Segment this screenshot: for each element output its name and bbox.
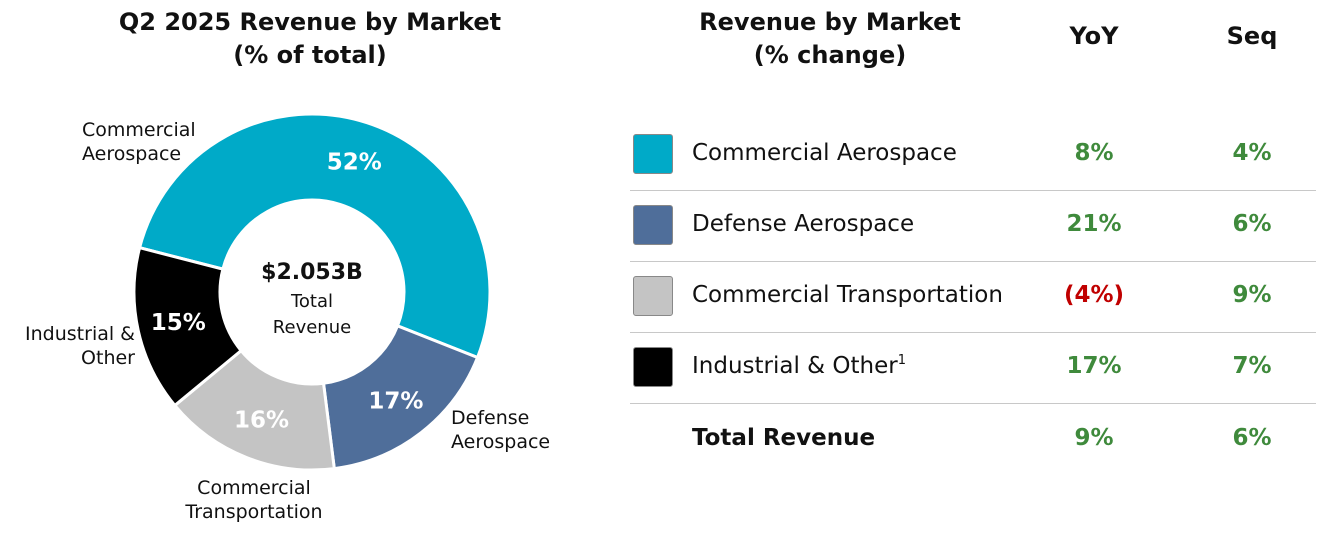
donut-slices	[132, 112, 492, 472]
legend-swatch-industrial-other	[633, 347, 673, 387]
table-title-line1: Revenue by Market	[699, 8, 961, 36]
total-label: Total Revenue	[692, 425, 876, 451]
table-row: Defense Aerospace 21% 6%	[630, 191, 1316, 262]
yoy-value: 8%	[1074, 140, 1114, 166]
center-total-line2: Revenue	[273, 317, 351, 338]
table-total-row: Total Revenue 9% 6%	[630, 405, 1316, 475]
table-row: Commercial Transportation (4%) 9%	[630, 262, 1316, 333]
yoy-value: 17%	[1066, 353, 1122, 379]
slice-value-label: 17%	[368, 388, 423, 414]
yoy-value: 21%	[1066, 211, 1122, 237]
row-label: Defense Aerospace	[692, 211, 915, 237]
slice-category-label: Defense Aerospace	[451, 407, 550, 453]
center-total-value: $2.053B	[261, 260, 363, 285]
yoy-value: (4%)	[1063, 282, 1125, 308]
donut-slice-defense-aerospace	[321, 323, 480, 471]
slice-value-label: 16%	[234, 407, 289, 433]
row-label: Industrial & Other1	[692, 353, 906, 379]
slice-category-label: Commercial Transportation	[184, 477, 322, 523]
row-label: Commercial Aerospace	[692, 140, 957, 166]
total-yoy-value: 9%	[1074, 425, 1114, 451]
donut-chart: $2.053B Total Revenue 52% 17% 16% 15% Comme…	[25, 112, 550, 523]
chart-subtitle: (% of total)	[233, 41, 387, 69]
slice-value-labels: 52% 17% 16% 15%	[151, 150, 424, 434]
slice-category-labels: Commercial Aerospace Defense Aerospace Comme…	[25, 119, 550, 523]
chart-title: Q2 2025 Revenue by Market (% of total)	[95, 6, 525, 72]
total-seq-value: 6%	[1232, 425, 1272, 451]
seq-value: 4%	[1232, 140, 1272, 166]
donut-slice-commercial-transportation	[172, 348, 336, 472]
table-title: Revenue by Market (% change)	[660, 6, 1000, 72]
seq-value: 6%	[1232, 211, 1272, 237]
seq-value: 9%	[1232, 282, 1272, 308]
chart-title-line1: Q2 2025 Revenue by Market	[118, 8, 502, 36]
row-label-text: Industrial & Other	[692, 353, 898, 379]
slice-value-label: 52%	[327, 150, 382, 176]
donut-center: $2.053B Total Revenue	[261, 260, 363, 338]
column-header-seq: Seq	[1226, 22, 1278, 50]
table-title-line2: (% change)	[753, 41, 907, 69]
legend-swatch-commercial-aerospace	[633, 134, 673, 174]
slice-category-label: Industrial & Other	[25, 323, 135, 369]
slice-value-label: 15%	[151, 310, 206, 336]
legend-swatch-defense-aerospace	[633, 205, 673, 245]
seq-value: 7%	[1232, 353, 1272, 379]
donut-slice-commercial-aerospace	[137, 112, 492, 360]
column-header-yoy: YoY	[1069, 22, 1119, 50]
legend-swatch-commercial-transportation	[633, 276, 673, 316]
table-row: Industrial & Other1 17% 7%	[630, 333, 1316, 404]
table-row: Commercial Aerospace 8% 4%	[630, 120, 1316, 191]
center-total-line1: Total	[290, 291, 333, 312]
slice-category-label: Commercial Aerospace	[82, 119, 196, 165]
footnote-marker: 1	[897, 353, 907, 368]
row-label: Commercial Transportation	[692, 282, 1003, 308]
donut-slice-industrial-other	[132, 245, 244, 408]
